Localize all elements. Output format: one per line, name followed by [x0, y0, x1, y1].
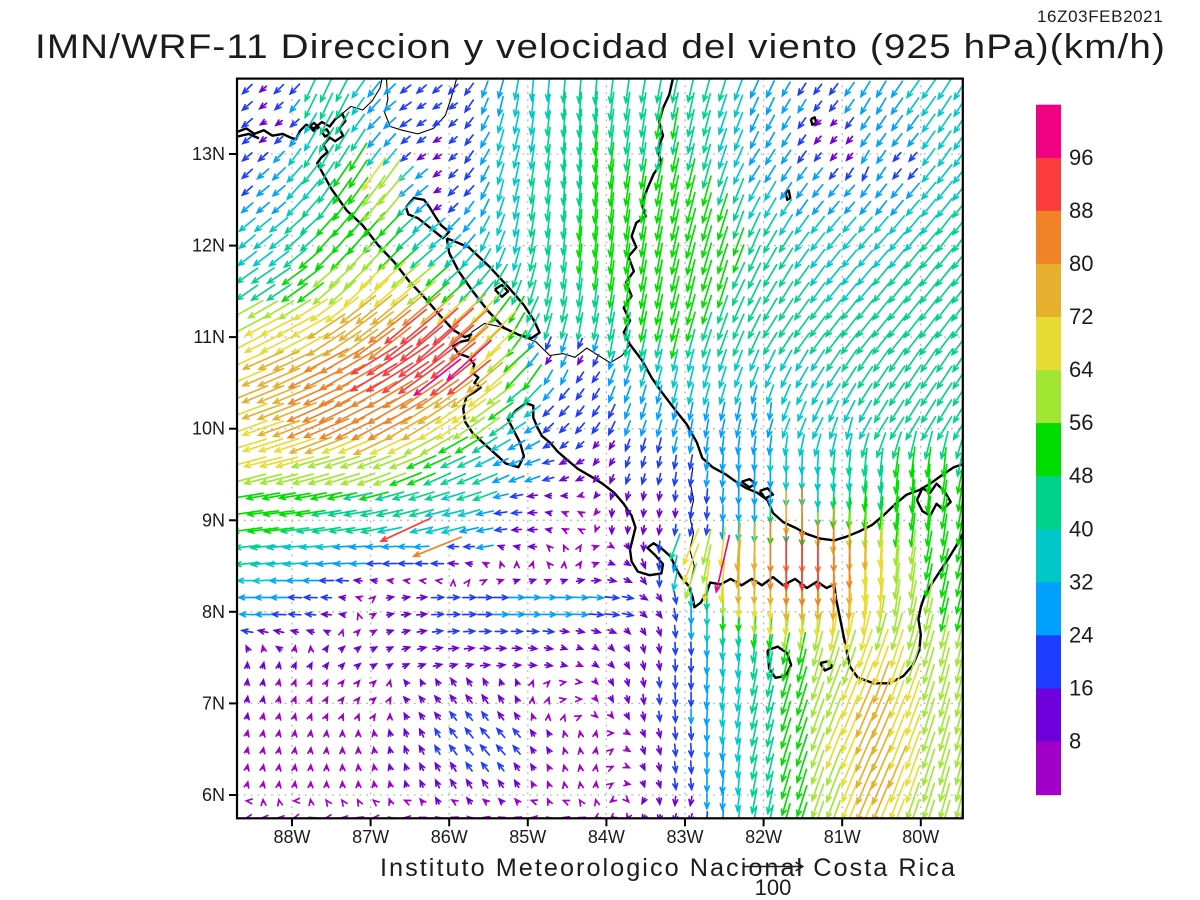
svg-text:88: 88: [1069, 198, 1093, 223]
svg-text:88W: 88W: [273, 827, 310, 847]
svg-text:87W: 87W: [352, 827, 389, 847]
svg-text:Instituto Meteorologico Nacion: Instituto Meteorologico Nacional Costa R…: [380, 854, 957, 882]
svg-text:100: 100: [755, 875, 792, 900]
svg-text:83W: 83W: [666, 827, 703, 847]
svg-text:9N: 9N: [202, 510, 225, 530]
svg-text:8N: 8N: [202, 602, 225, 622]
svg-text:32: 32: [1069, 569, 1093, 594]
svg-text:40: 40: [1069, 516, 1093, 541]
svg-text:16Z03FEB2021: 16Z03FEB2021: [1037, 7, 1163, 26]
svg-text:64: 64: [1069, 357, 1093, 382]
svg-text:82W: 82W: [745, 827, 782, 847]
svg-text:IMN/WRF-11 Direccion y velocid: IMN/WRF-11 Direccion y velocidad del vie…: [35, 28, 1166, 66]
svg-text:81W: 81W: [824, 827, 861, 847]
svg-text:24: 24: [1069, 622, 1093, 647]
svg-text:8: 8: [1069, 729, 1081, 754]
svg-text:85W: 85W: [509, 827, 546, 847]
svg-text:48: 48: [1069, 463, 1093, 488]
svg-text:86W: 86W: [431, 827, 468, 847]
svg-text:11N: 11N: [193, 327, 225, 347]
svg-text:13N: 13N: [192, 144, 225, 164]
svg-text:6N: 6N: [202, 785, 225, 805]
svg-text:96: 96: [1069, 145, 1093, 170]
svg-text:80W: 80W: [902, 827, 939, 847]
svg-text:16: 16: [1069, 676, 1093, 701]
svg-text:80: 80: [1069, 251, 1093, 276]
svg-text:56: 56: [1069, 410, 1093, 435]
svg-text:84W: 84W: [588, 827, 625, 847]
svg-text:72: 72: [1069, 304, 1093, 329]
svg-text:10N: 10N: [192, 419, 225, 439]
svg-text:7N: 7N: [202, 693, 225, 713]
svg-text:12N: 12N: [192, 236, 225, 256]
